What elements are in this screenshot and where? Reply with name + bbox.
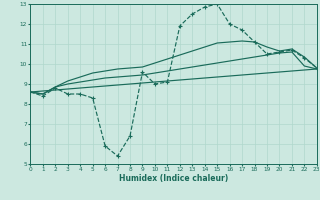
X-axis label: Humidex (Indice chaleur): Humidex (Indice chaleur) xyxy=(119,174,228,183)
